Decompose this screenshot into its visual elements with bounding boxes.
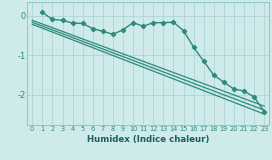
X-axis label: Humidex (Indice chaleur): Humidex (Indice chaleur) [87, 135, 209, 144]
